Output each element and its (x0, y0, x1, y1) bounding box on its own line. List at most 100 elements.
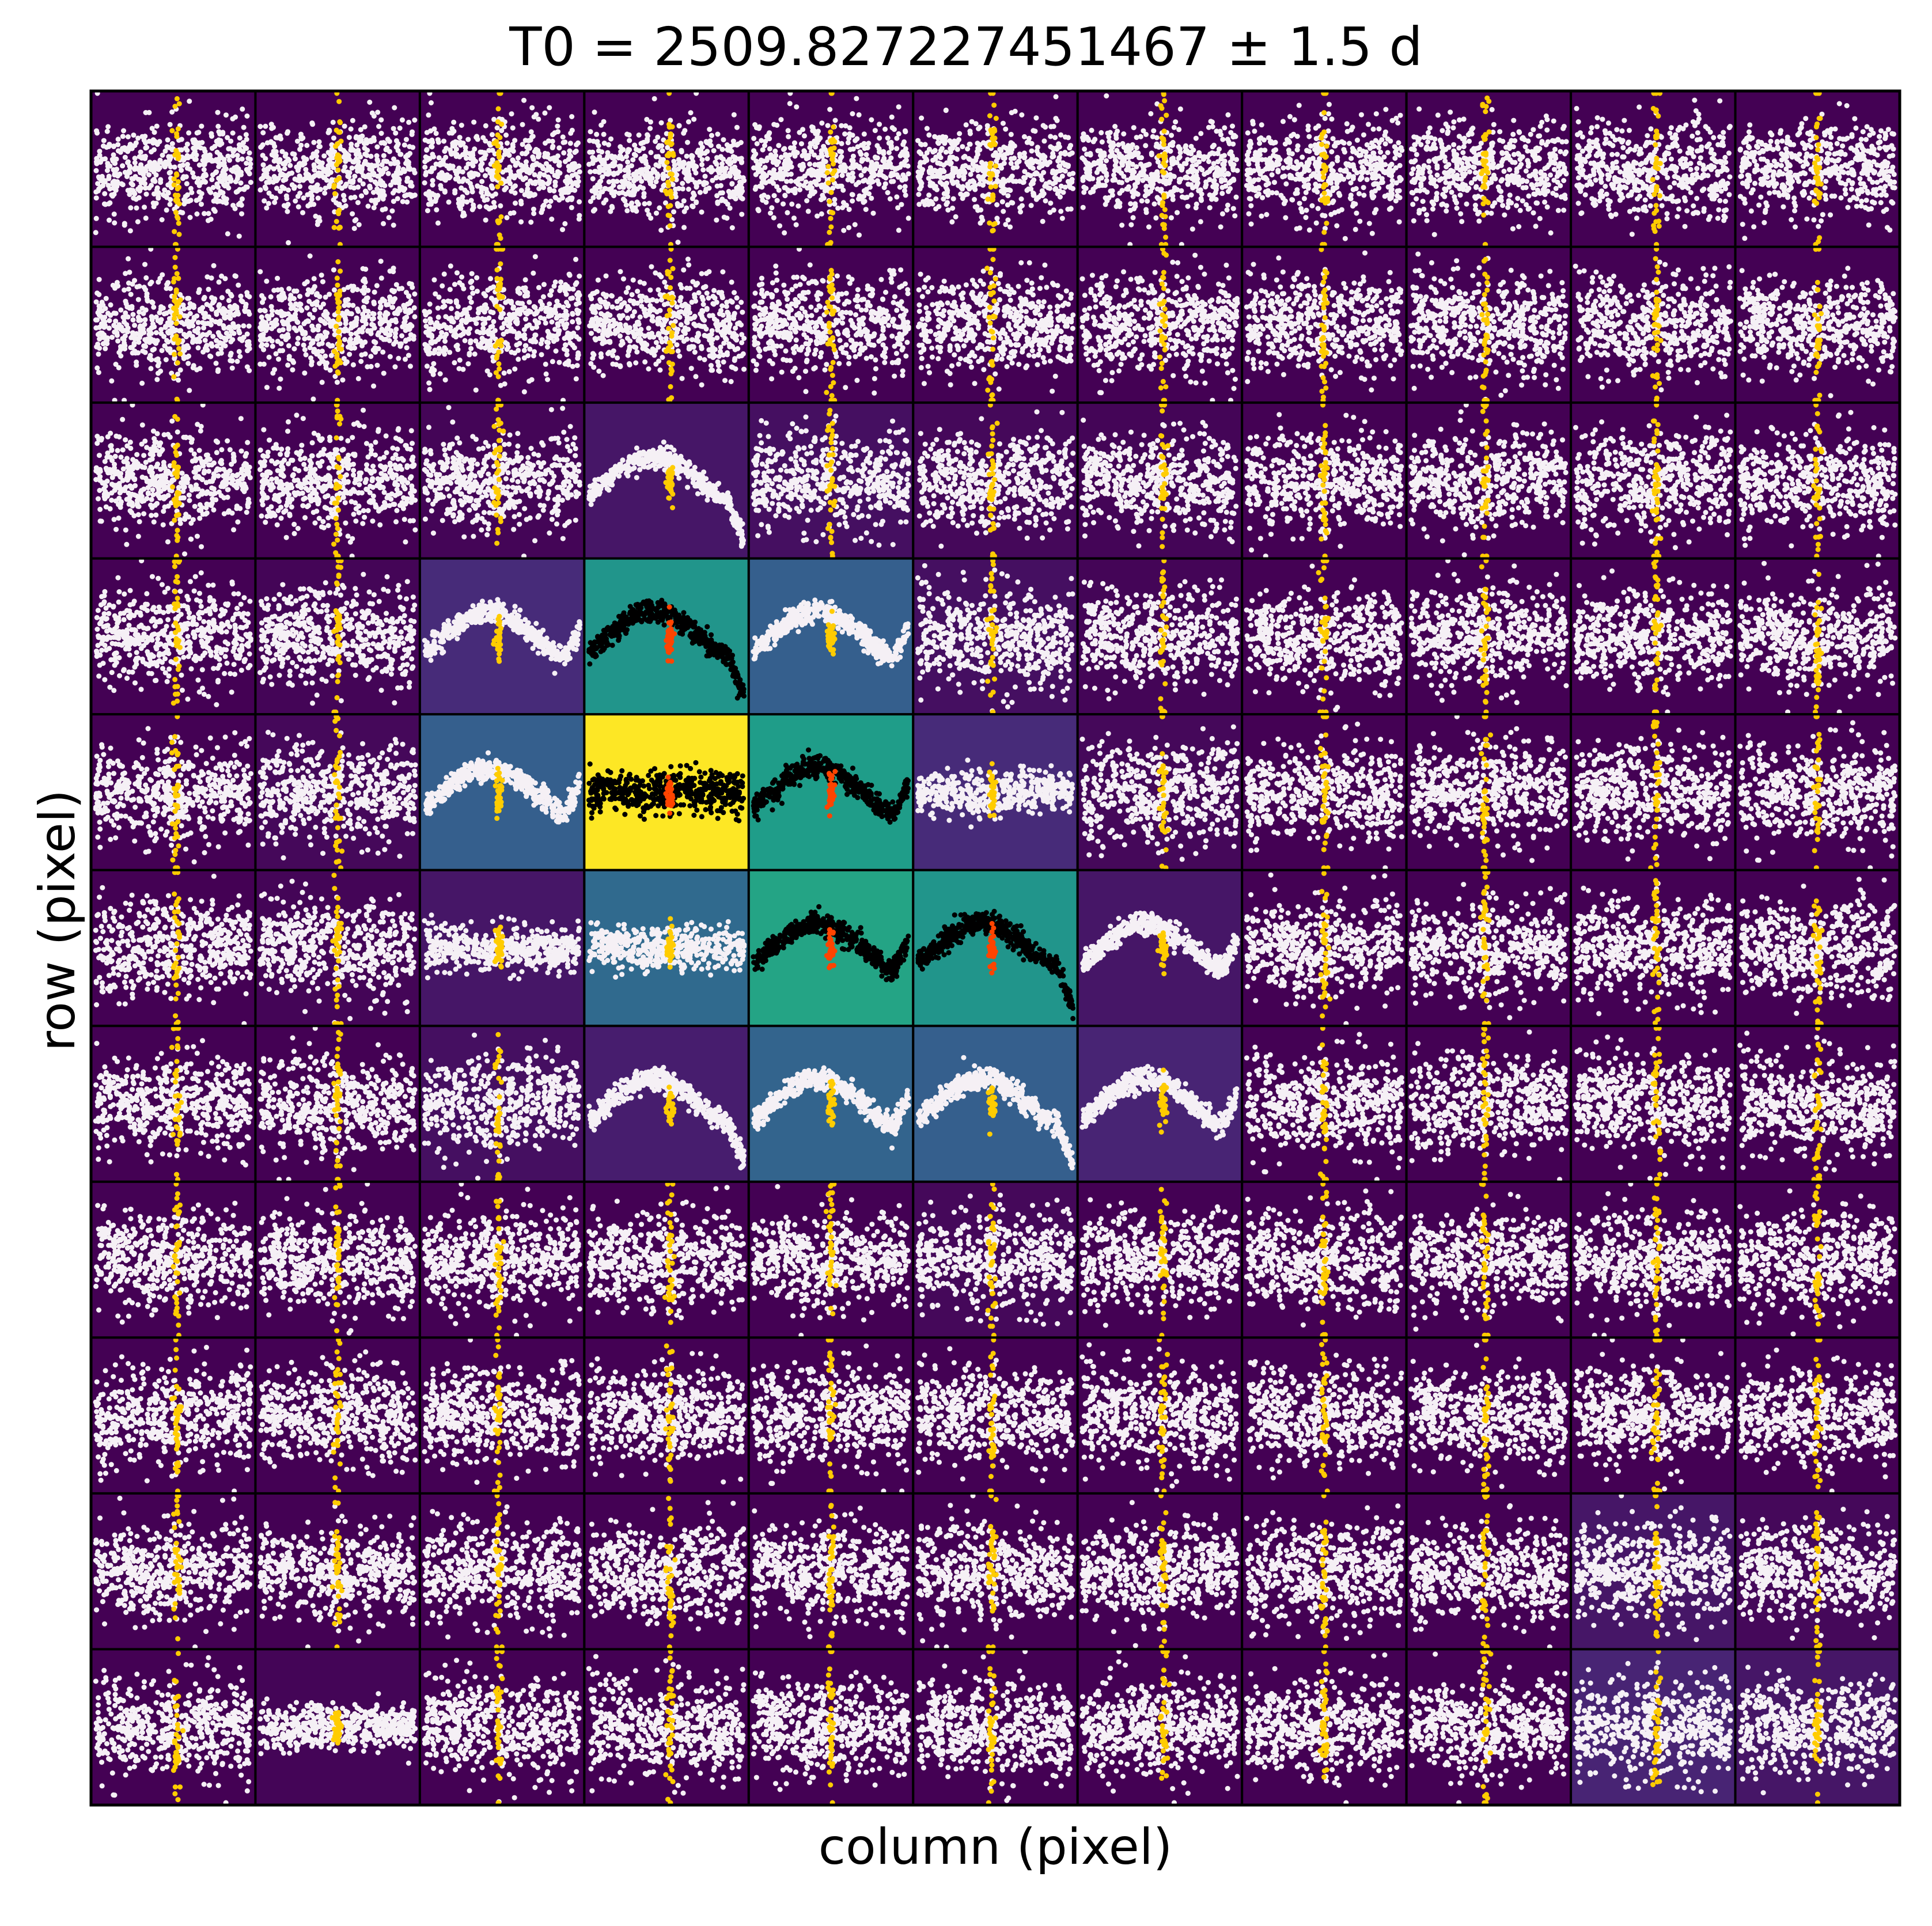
lightcurve-points (1079, 1342, 1239, 1493)
lightcurve-points (1408, 882, 1569, 1021)
lightcurve-points (751, 413, 911, 548)
transit-points (1157, 1493, 1169, 1650)
transit-points (171, 1651, 186, 1803)
lightcurve-points (586, 597, 747, 701)
lightcurve-points (586, 760, 747, 824)
pixel-cell-r6-c6 (1076, 1025, 1244, 1183)
lightcurve-points (1737, 1188, 1897, 1337)
lightcurve-points (1244, 1503, 1404, 1641)
transit-points (331, 402, 344, 559)
pixel-cell-r1-c2 (418, 245, 586, 404)
lightcurve-points (93, 1038, 253, 1168)
lightcurve-points (1737, 1347, 1898, 1494)
pixel-cell-r1-c4 (747, 245, 915, 404)
lightcurve-points (257, 1503, 418, 1650)
transit-points (1318, 1493, 1330, 1650)
transit-points (1479, 402, 1491, 559)
lightcurve-points (588, 1500, 747, 1632)
transit-points (492, 924, 506, 970)
pixel-cell-r9-c7 (1241, 1492, 1408, 1651)
lightcurve-points (751, 1184, 911, 1338)
lightcurve-points (586, 439, 747, 549)
pixel-cell-r10-c6 (1076, 1648, 1244, 1807)
transit-points (663, 1343, 676, 1484)
pixel-cell-r0-c1 (254, 90, 421, 248)
pixel-cell-r8-c3 (583, 1336, 750, 1495)
chart-title: T0 = 2509.827227451467 ± 1.5 d (509, 16, 1423, 78)
transit-points (1479, 95, 1492, 247)
transit-points (170, 414, 182, 559)
lightcurve-points (915, 1055, 1076, 1171)
lightcurve-points (93, 1495, 253, 1650)
pixel-cell-r1-c8 (1405, 245, 1573, 404)
transit-points (1158, 402, 1171, 549)
transit-points (986, 1493, 999, 1650)
pixel-cell-r6-c3 (583, 1025, 750, 1183)
pixel-cell-r3-c8 (1405, 557, 1573, 716)
lightcurve-points (915, 94, 1076, 230)
lightcurve-points (422, 90, 582, 233)
transit-points (824, 408, 838, 559)
transit-points (1479, 1493, 1491, 1650)
lightcurve-points (1247, 1352, 1405, 1481)
transit-points (825, 1503, 836, 1650)
pixel-cell-r2-c3 (583, 401, 750, 560)
lightcurve-points (587, 256, 747, 388)
pixel-cell-r4-c10 (1734, 713, 1901, 871)
pixel-cell-r7-c2 (418, 1180, 586, 1339)
lightcurve-points (93, 873, 253, 1026)
pixel-cell-r5-c7 (1241, 869, 1408, 1028)
lightcurve-points (258, 1349, 418, 1478)
lightcurve-points (422, 405, 582, 559)
pixel-cell-r0-c2 (418, 90, 586, 248)
transit-points (331, 1337, 344, 1494)
transit-points (1812, 1184, 1824, 1327)
pixel-cell-r2-c0 (90, 401, 257, 560)
transit-points (331, 259, 344, 403)
transit-points (171, 870, 183, 1026)
lightcurve-points (422, 254, 582, 403)
lightcurve-points (1573, 727, 1733, 862)
pixel-cell-r4-c8 (1405, 713, 1573, 871)
pixel-cell-r3-c6 (1076, 557, 1244, 716)
transit-points (985, 1181, 998, 1338)
pixel-cell-r1-c7 (1241, 245, 1408, 404)
transit-points (1650, 90, 1663, 247)
pixel-cell-r8-c1 (254, 1336, 421, 1495)
pixel-cell-r4-c6 (1076, 713, 1244, 871)
pixel-cell-r2-c9 (1570, 401, 1737, 560)
pixel-cell-r5-c3 (583, 869, 750, 1028)
pixel-cell-r5-c8 (1405, 869, 1573, 1028)
transit-points (332, 714, 345, 871)
pixel-cell-r7-c1 (254, 1180, 421, 1339)
lightcurve-points (93, 90, 253, 239)
lightcurve-points (1408, 106, 1569, 237)
transit-points (1317, 402, 1330, 559)
lightcurve-points (93, 247, 252, 403)
pixel-cell-r6-c7 (1241, 1025, 1408, 1183)
lightcurve-points (1573, 568, 1733, 715)
transit-points (1812, 247, 1824, 403)
transit-points (825, 1337, 838, 1494)
transit-points (663, 1649, 676, 1806)
lightcurve-points (915, 1649, 1075, 1803)
lightcurve-points (1079, 93, 1240, 247)
pixel-cell-r5-c6 (1076, 869, 1244, 1028)
pixel-cell-r9-c0 (90, 1492, 257, 1651)
pixel-cell-r5-c9 (1570, 869, 1737, 1028)
transit-points (332, 1181, 343, 1333)
transit-points (1157, 1067, 1170, 1135)
pixel-cell-r9-c8 (1405, 1492, 1573, 1651)
transit-points (662, 247, 676, 403)
lightcurve-points (1408, 1503, 1569, 1650)
pixel-cell-r7-c9 (1570, 1180, 1737, 1339)
pixel-cell-r6-c1 (254, 1025, 421, 1183)
transit-points (329, 1500, 344, 1650)
pixel-cell-r3-c5 (912, 557, 1079, 716)
lightcurve-points (1737, 1030, 1897, 1173)
transit-points (985, 90, 999, 234)
lightcurve-points (1737, 560, 1898, 715)
transit-points (1811, 714, 1824, 871)
transit-points (1479, 714, 1494, 871)
